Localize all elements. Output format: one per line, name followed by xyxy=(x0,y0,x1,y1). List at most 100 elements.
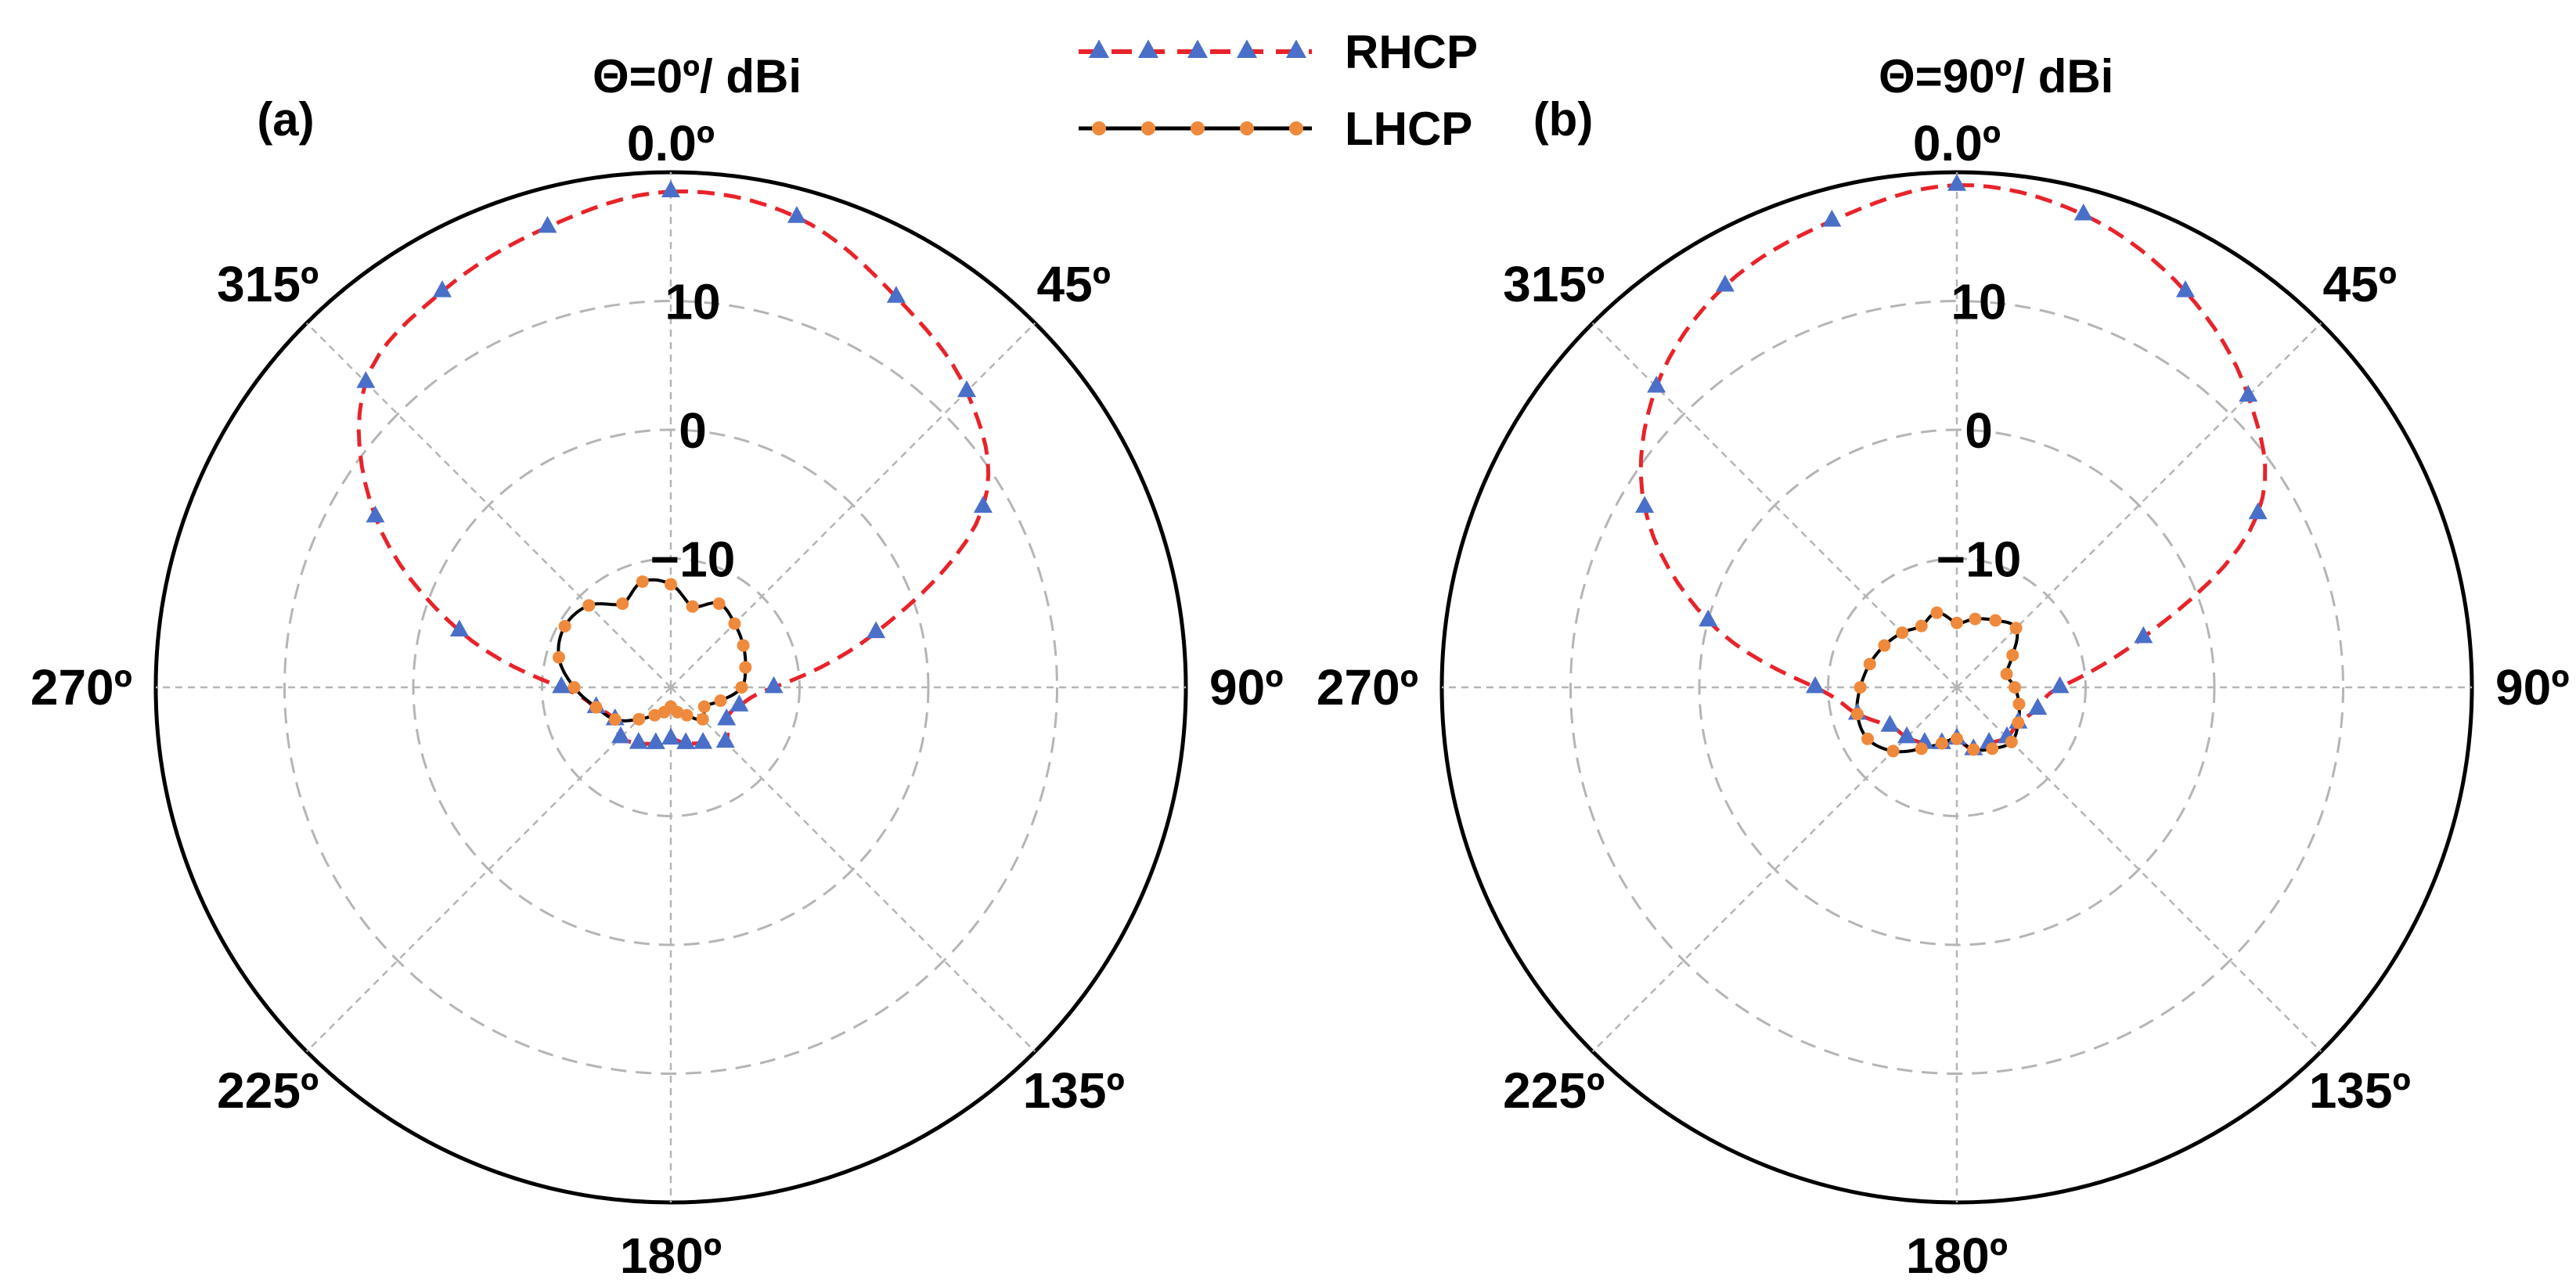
r-tick-label: −10 xyxy=(650,532,736,588)
angle-label: 180º xyxy=(620,1228,722,1284)
lhcp-marker xyxy=(1896,626,1909,640)
lhcp-marker xyxy=(697,700,711,713)
rhcp-marker xyxy=(1880,715,1900,732)
r-tick-label: 10 xyxy=(665,274,720,330)
lhcp-marker xyxy=(2009,622,2023,635)
rhcp-marker xyxy=(629,731,648,749)
lhcp-marker xyxy=(665,578,677,591)
lhcp-marker xyxy=(2012,698,2026,711)
rhcp-marker xyxy=(1715,274,1735,292)
rhcp-curve xyxy=(1638,183,2268,752)
angle-label-top: 0.0º xyxy=(1913,115,2001,171)
legend-entry-rhcp: RHCP xyxy=(1079,26,1478,78)
lhcp-marker xyxy=(658,705,671,719)
lhcp-marker xyxy=(1915,619,1928,633)
ring-gridline xyxy=(1698,428,2216,946)
rhcp-marker xyxy=(2175,280,2195,297)
rhcp-marker xyxy=(1647,375,1666,393)
rhcp-marker xyxy=(1699,609,1718,627)
lhcp-marker xyxy=(739,661,752,674)
lhcp-marker xyxy=(1951,616,1963,629)
angle-label-top: 0.0º xyxy=(627,115,715,171)
rhcp-marker xyxy=(973,496,993,514)
panel-title: Θ=0º/ dBi xyxy=(593,50,802,103)
lhcp-marker xyxy=(712,597,726,611)
rhcp-marker xyxy=(433,280,452,297)
lhcp-marker xyxy=(1854,681,1867,694)
rhcp-marker xyxy=(356,371,376,388)
lhcp-marker xyxy=(2012,716,2025,730)
lhcp-marker xyxy=(582,599,596,612)
rhcp-marker xyxy=(1822,209,1842,227)
lhcp-marker xyxy=(1969,612,1982,625)
lhcp-marker xyxy=(552,651,565,664)
lhcp-marker xyxy=(714,694,727,708)
rhcp-marker xyxy=(957,380,977,398)
lhcp-marker xyxy=(1861,732,1875,745)
angle-label: 180º xyxy=(1906,1228,2008,1284)
angle-label: 135º xyxy=(2309,1062,2411,1119)
lhcp-marker xyxy=(2005,735,2018,748)
lhcp-marker xyxy=(728,617,741,630)
lhcp-marker xyxy=(680,708,694,722)
ring-gridline xyxy=(541,557,801,817)
angle-label: 135º xyxy=(1023,1062,1125,1119)
rhcp-marker xyxy=(787,206,806,223)
rhcp-marker xyxy=(1635,496,1655,514)
angle-label: 45º xyxy=(1036,256,1111,312)
lhcp-marker xyxy=(636,575,649,588)
radial-gridline xyxy=(1956,687,2322,1053)
lhcp-marker xyxy=(632,712,646,726)
r-tick-label: −10 xyxy=(1937,532,2022,588)
rhcp-marker xyxy=(1806,676,1825,694)
rhcp-marker xyxy=(661,180,680,198)
rhcp-marker xyxy=(449,619,469,636)
lhcp-marker xyxy=(1915,742,1928,755)
ring-gridline xyxy=(283,300,1058,1075)
polar-panel-a: −10 0 10 45º 90º 135º 180º 225º 270º 315º 0.0º Θ=0º… xyxy=(31,50,1284,1284)
legend-lhcp-label: LHCP xyxy=(1345,103,1472,155)
legend-rhcp-marker xyxy=(1237,39,1257,58)
legend-lhcp-marker xyxy=(1141,121,1155,135)
rhcp-marker xyxy=(611,726,631,744)
lhcp-marker xyxy=(737,639,750,652)
lhcp-marker xyxy=(589,701,603,714)
rhcp-marker xyxy=(715,730,735,748)
rhcp-marker xyxy=(764,676,784,694)
rhcp-marker xyxy=(1947,174,1966,191)
angle-label: 315º xyxy=(217,256,319,312)
rhcp-marker xyxy=(2028,698,2048,716)
lhcp-marker xyxy=(1878,639,1891,652)
lhcp-marker xyxy=(735,681,748,694)
rhcp-marker xyxy=(676,732,696,749)
lhcp-marker xyxy=(1967,743,1980,756)
lhcp-marker xyxy=(558,619,571,633)
lhcp-marker xyxy=(2009,681,2022,694)
legend-rhcp-marker xyxy=(1286,39,1306,58)
angle-label: 90º xyxy=(2495,659,2570,716)
rhcp-marker xyxy=(646,732,665,749)
lhcp-marker xyxy=(608,713,621,726)
rhcp-marker xyxy=(2050,676,2070,694)
legend-lhcp-marker xyxy=(1092,121,1106,135)
ring-gridline xyxy=(412,428,930,946)
rhcp-marker xyxy=(552,676,571,694)
rhcp-marker xyxy=(2134,625,2153,644)
panel-label: (a) xyxy=(257,93,314,146)
angle-label: 270º xyxy=(31,659,132,716)
rhcp-marker xyxy=(661,727,680,745)
lhcp-marker xyxy=(1930,606,1944,619)
rhcp-marker xyxy=(2248,502,2268,520)
legend-rhcp-label: RHCP xyxy=(1345,26,1478,78)
r-tick-label: 0 xyxy=(1965,402,1993,459)
angle-label: 90º xyxy=(1209,659,1284,716)
rhcp-marker xyxy=(2239,384,2258,402)
rhcp-marker xyxy=(866,621,886,639)
lhcp-marker xyxy=(2006,648,2019,662)
rhcp-marker xyxy=(886,286,906,303)
legend-lhcp-marker xyxy=(1289,121,1303,135)
ring-gridline xyxy=(1827,557,2087,817)
lhcp-marker xyxy=(1986,742,1999,755)
lhcp-marker xyxy=(696,712,709,726)
rhcp-marker xyxy=(538,215,557,233)
